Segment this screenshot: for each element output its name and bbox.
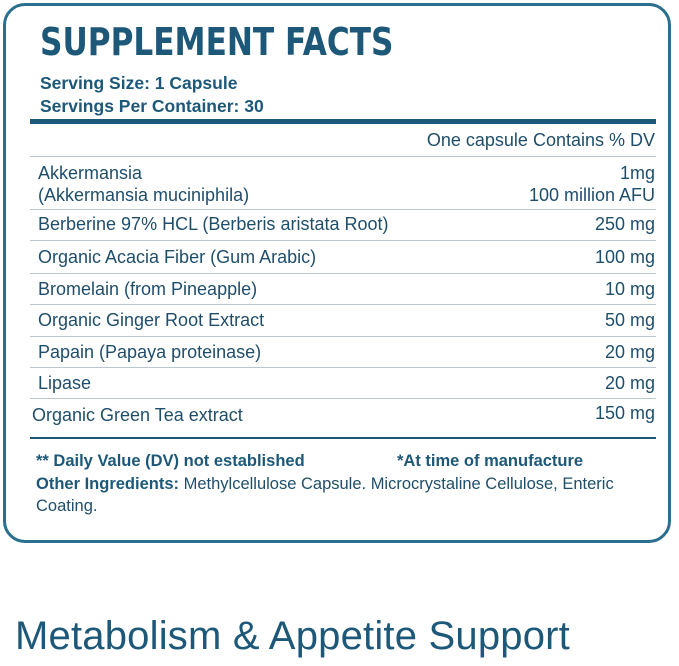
ingredient-name: Papain (Papaya proteinase): [38, 342, 262, 362]
ingredient-name: Organic Ginger Root Extract: [38, 310, 265, 330]
contains-header: One capsule Contains % DV: [426, 130, 655, 150]
ingredient-amount: 100 mg: [594, 247, 655, 267]
table-bottom-rule: [30, 437, 656, 439]
ingredient-amount: 50 mg: [604, 310, 655, 330]
row-divider: [30, 156, 656, 157]
ingredient-amount: 20 mg: [604, 373, 655, 393]
ingredient-amount: 20 mg: [604, 342, 655, 362]
row-divider: [30, 304, 656, 305]
ingredient-amount: 1mg: [619, 163, 655, 183]
row-divider: [30, 209, 656, 210]
ingredient-name: Lipase: [38, 373, 92, 393]
ingredient-name: Organic Acacia Fiber (Gum Arabic): [38, 247, 317, 267]
product-tagline: Metabolism & Appetite Support: [15, 614, 570, 658]
panel-title: SUPPLEMENT FACTS: [40, 20, 394, 64]
row-divider: [30, 336, 656, 337]
servings-per-container: Servings Per Container: 30: [40, 96, 264, 116]
footnote-dv: ** Daily Value (DV) not established: [36, 452, 305, 470]
ingredient-amount-secondary: 100 million AFU: [528, 185, 655, 205]
other-ingredients-label: Other Ingredients:: [36, 475, 180, 493]
ingredient-name: Bromelain (from Pineapple): [38, 279, 258, 299]
row-divider: [30, 240, 656, 241]
other-ingredients: Other Ingredients: Methylcellulose Capsu…: [36, 473, 636, 517]
serving-size: Serving Size: 1 Capsule: [40, 73, 238, 93]
other-ingredients-text: Methylcellulose Capsule. Microcrystaline…: [36, 475, 614, 515]
ingredient-amount: 10 mg: [604, 279, 655, 299]
footnote-manufacture: *At time of manufacture: [397, 452, 584, 470]
header-divider: [30, 119, 656, 124]
row-divider: [30, 367, 656, 368]
ingredient-amount: 150 mg: [594, 403, 655, 423]
ingredient-name: Berberine 97% HCL (Berberis aristata Roo…: [38, 214, 389, 234]
row-divider: [30, 398, 656, 399]
row-divider: [30, 273, 656, 274]
ingredient-name: Akkermansia: [38, 163, 143, 183]
ingredient-subname: (Akkermansia muciniphila): [38, 185, 250, 205]
ingredient-amount: 250 mg: [594, 214, 655, 234]
ingredient-name: Organic Green Tea extract: [32, 405, 243, 425]
